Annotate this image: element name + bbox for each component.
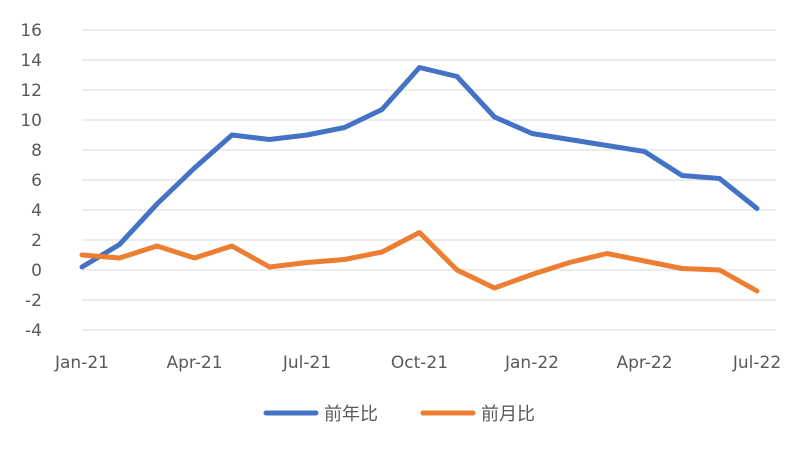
x-tick-label: Oct-21 <box>391 353 448 373</box>
series-lines <box>79 65 760 294</box>
y-tick-label: 12 <box>20 81 42 101</box>
series-line-0 <box>79 65 760 270</box>
legend: 前年比 前月比 <box>263 404 535 425</box>
x-tick-label: Jul-22 <box>732 353 781 373</box>
x-tick-label: Apr-22 <box>616 353 672 373</box>
x-tick-label: Jan-22 <box>504 353 559 373</box>
y-tick-label: 16 <box>20 21 42 41</box>
y-tick-label: 0 <box>31 261 42 281</box>
y-tick-label: 8 <box>31 141 42 161</box>
y-tick-label: 4 <box>31 201 42 221</box>
y-tick-label: -4 <box>25 321 42 341</box>
x-tick-label: Jan-21 <box>54 353 109 373</box>
gridlines <box>82 29 776 331</box>
y-tick-label: 14 <box>20 51 42 71</box>
y-tick-label: 6 <box>31 171 42 191</box>
y-tick-label: 2 <box>31 231 42 251</box>
x-tick-label: Apr-21 <box>166 353 222 373</box>
x-tick-label: Jul-21 <box>282 353 331 373</box>
y-axis-tick-labels: 16 14 12 10 8 6 4 2 0 -2 -4 <box>20 21 42 341</box>
series-line-1 <box>79 230 760 294</box>
y-tick-label: 10 <box>20 111 42 131</box>
legend-label-1: 前月比 <box>481 404 535 425</box>
legend-label-0: 前年比 <box>324 404 378 425</box>
y-tick-label: -2 <box>25 291 42 311</box>
x-axis-tick-labels: Jan-21 Apr-21 Jul-21 Oct-21 Jan-22 Apr-22 Jul-… <box>54 353 781 373</box>
